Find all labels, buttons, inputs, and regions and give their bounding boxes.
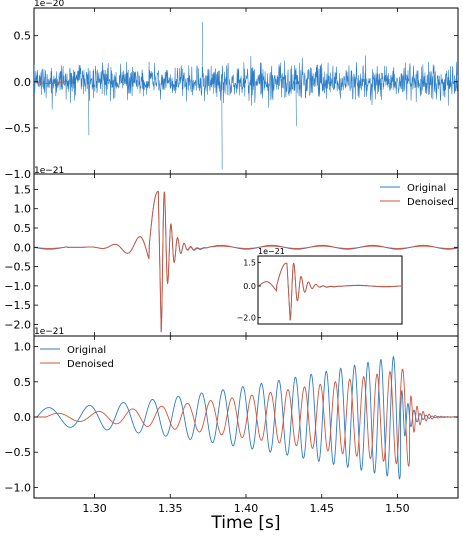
middle-ytick-label: 1.0 xyxy=(14,203,32,216)
bottom-panel-series xyxy=(34,355,458,480)
middle-ytick-label: 0.5 xyxy=(14,222,32,235)
middle-panel-ticks: −2.0 −1.5 −1.0 −0.5 0.0 0.5 1.0 1.5 xyxy=(4,174,458,336)
bottom-legend-original-label: Original xyxy=(67,345,106,356)
inset-ticks: −2.0 0.0 1.5 xyxy=(237,258,261,323)
top-panel-frame xyxy=(33,7,459,175)
bottom-series-original-line xyxy=(34,355,458,480)
bottom-legend: Original Denoised xyxy=(40,345,114,370)
inset-series-denoised-line xyxy=(258,262,402,321)
bottom-ytick-label: 0.5 xyxy=(14,376,32,389)
bottom-ytick-label: −0.5 xyxy=(4,446,31,459)
middle-ytick-label: 1.5 xyxy=(14,183,32,196)
inset-scale-label: 1e−21 xyxy=(258,247,285,256)
bottom-ytick-label: 0.0 xyxy=(14,411,32,424)
middle-ytick-label: −1.0 xyxy=(4,280,31,293)
inset-ytick-label: 0.0 xyxy=(243,282,256,291)
top-scale-label: 1e−20 xyxy=(34,0,65,9)
middle-inset: −2.0 0.0 1.5 1e−21 xyxy=(237,247,403,325)
bottom-series-denoised-line xyxy=(34,368,458,467)
bottom-xtick-label: 1.30 xyxy=(82,502,107,515)
middle-ytick-label: −2.0 xyxy=(4,318,31,331)
bottom-xtick-label: 1.50 xyxy=(385,502,410,515)
bottom-ytick-label: 1.0 xyxy=(14,341,32,354)
middle-panel-series xyxy=(34,190,458,333)
top-panel-ticks: −1.0 −0.5 0.0 0.5 xyxy=(4,8,458,181)
inset-frame xyxy=(257,255,403,325)
bottom-scale-label: 1e−21 xyxy=(34,327,64,337)
middle-scale-label: 1e−21 xyxy=(34,166,64,176)
top-ytick-label: 0.0 xyxy=(14,76,32,89)
middle-ytick-label: −0.5 xyxy=(4,261,31,274)
bottom-legend-denoised-label: Denoised xyxy=(67,359,114,370)
bottom-xtick-label: 1.40 xyxy=(234,502,259,515)
middle-legend: Original Denoised xyxy=(380,183,454,208)
top-ytick-label: −0.5 xyxy=(4,122,31,135)
top-ytick-label: −1.0 xyxy=(4,168,31,181)
bottom-ytick-label: −1.0 xyxy=(4,481,31,494)
middle-series-denoised-line xyxy=(34,190,458,333)
middle-ytick-label: 0.0 xyxy=(14,241,32,254)
inset-ytick-label: −2.0 xyxy=(237,314,256,323)
top-series-original-line xyxy=(34,21,458,170)
middle-ytick-label: −1.5 xyxy=(4,299,31,312)
x-axis-title: Time [s] xyxy=(210,513,280,533)
inset-ytick-label: 1.5 xyxy=(243,258,256,267)
top-ytick-label: 0.5 xyxy=(14,30,32,43)
middle-legend-denoised-label: Denoised xyxy=(407,197,454,208)
top-series-denoised-line xyxy=(34,80,68,85)
middle-legend-original-label: Original xyxy=(407,183,446,194)
top-panel-series xyxy=(34,21,458,170)
inset-series xyxy=(258,262,402,321)
bottom-xtick-label: 1.35 xyxy=(158,502,183,515)
bottom-xtick-label: 1.45 xyxy=(309,502,334,515)
bottom-panel-ticks: −1.0 −0.5 0.0 0.5 1.0 1.30 1.35 1.40 1.45 1.50 xyxy=(4,336,458,515)
